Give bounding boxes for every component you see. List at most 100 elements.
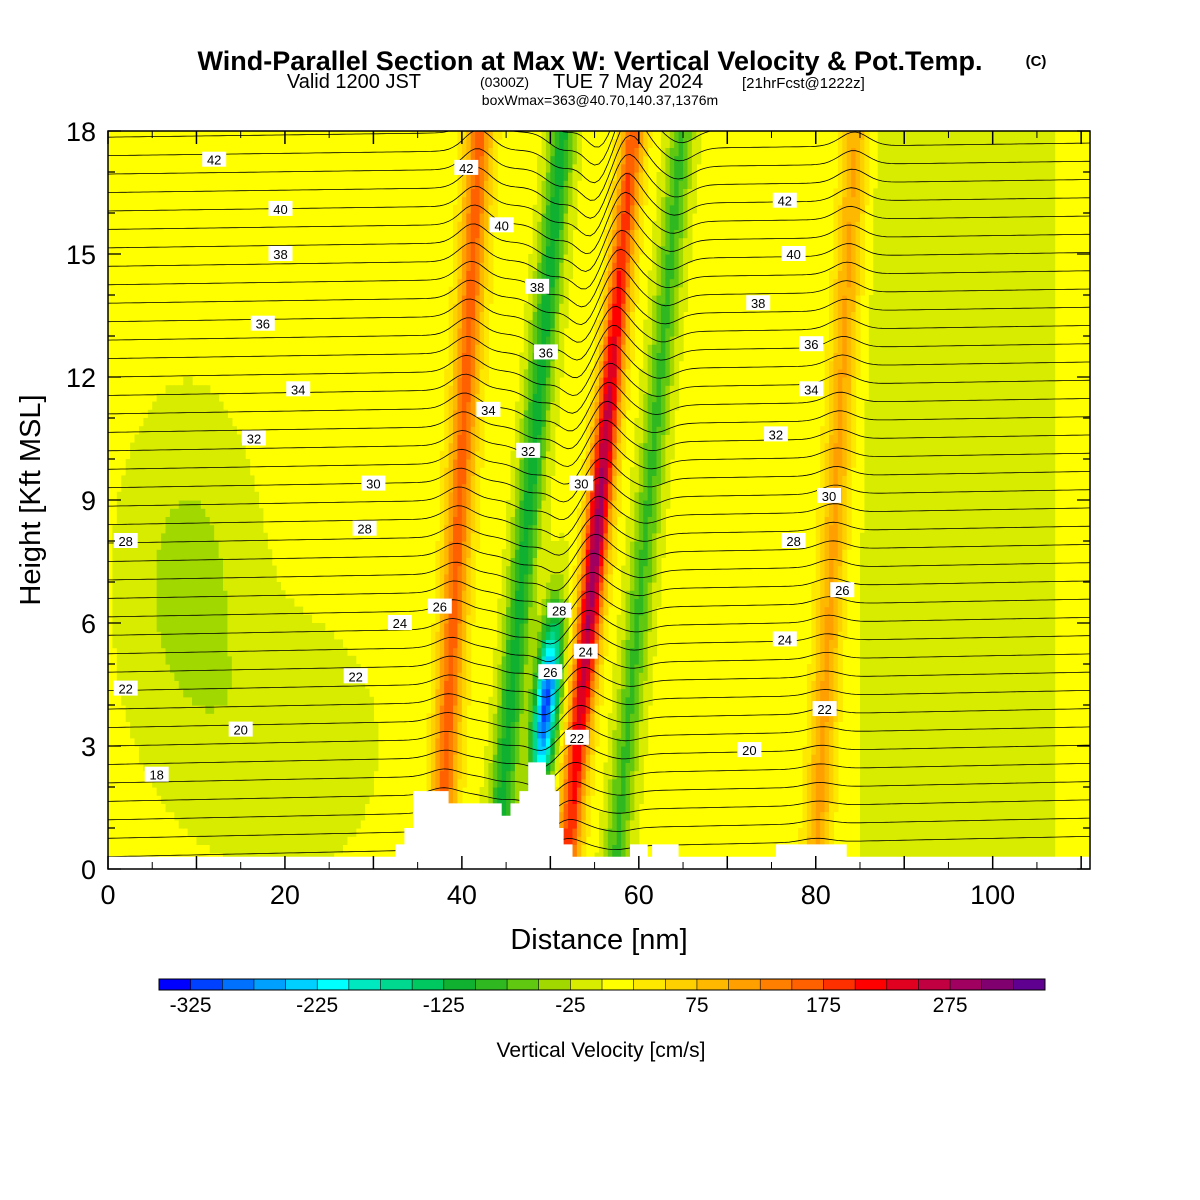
field-cell	[329, 819, 335, 829]
field-cell	[196, 737, 202, 747]
field-cell	[121, 508, 127, 517]
field-cell	[461, 237, 467, 247]
field-cell	[218, 713, 224, 722]
field-cell	[174, 696, 180, 706]
field-cell	[187, 524, 193, 534]
field-cell	[568, 147, 574, 157]
field-cell	[510, 631, 516, 640]
field-cell	[607, 344, 613, 353]
field-cell	[550, 573, 556, 583]
field-cell	[475, 172, 481, 181]
field-cell	[205, 713, 211, 722]
field-cell	[523, 377, 529, 386]
field-cell	[590, 680, 596, 690]
field-cell	[205, 385, 211, 394]
field-cell	[585, 557, 591, 567]
field-cell	[585, 565, 591, 575]
field-cell	[130, 467, 136, 476]
field-cell	[200, 557, 206, 567]
field-cell	[590, 368, 596, 378]
field-cell	[541, 631, 547, 640]
field-cell	[559, 639, 565, 649]
field-cell	[364, 778, 370, 788]
field-cell	[581, 811, 587, 821]
field-cell	[532, 254, 538, 263]
field-cell	[430, 737, 436, 747]
field-cell	[223, 590, 229, 599]
field-cell	[506, 623, 512, 632]
field-cell	[311, 680, 317, 690]
field-cell	[568, 655, 574, 665]
field-cell	[568, 664, 574, 673]
field-cell	[599, 582, 605, 591]
field-cell	[444, 778, 450, 788]
field-cell	[302, 721, 308, 731]
field-cell	[320, 795, 326, 804]
field-cell	[594, 491, 600, 501]
field-cell	[351, 819, 357, 829]
field-cell	[346, 778, 352, 788]
field-cell	[289, 819, 295, 829]
field-cell	[479, 360, 485, 370]
field-cell	[528, 352, 534, 362]
field-cell	[169, 631, 175, 640]
field-cell	[333, 803, 339, 813]
field-cell	[329, 713, 335, 722]
field-cell	[161, 664, 167, 673]
field-cell	[196, 385, 202, 394]
field-cell	[479, 352, 485, 362]
field-cell	[293, 647, 299, 657]
field-cell	[475, 254, 481, 263]
field-cell	[461, 336, 467, 345]
field-cell	[532, 385, 538, 394]
field-cell	[541, 172, 547, 181]
field-cell	[444, 721, 450, 731]
field-cell	[187, 754, 193, 763]
field-cell	[174, 557, 180, 567]
field-cell	[262, 672, 268, 681]
field-cell	[240, 442, 246, 452]
field-cell	[461, 303, 467, 312]
field-cell	[165, 664, 171, 673]
field-cell	[541, 188, 547, 198]
field-cell	[187, 762, 193, 772]
field-cell	[448, 360, 454, 370]
field-cell	[338, 844, 344, 854]
field-cell	[156, 565, 162, 575]
field-cell	[453, 475, 459, 485]
field-cell	[492, 172, 498, 181]
field-cell	[444, 696, 450, 706]
field-cell	[559, 655, 565, 665]
field-cell	[253, 516, 259, 526]
field-cell	[218, 828, 224, 837]
field-cell	[514, 426, 520, 435]
field-cell	[603, 418, 609, 427]
field-cell	[169, 426, 175, 435]
field-cell	[559, 327, 565, 337]
field-cell	[165, 590, 171, 599]
field-cell	[470, 344, 476, 353]
field-cell	[307, 639, 313, 649]
field-cell	[152, 549, 158, 558]
field-cell	[514, 467, 520, 476]
field-cell	[138, 450, 144, 460]
field-cell	[568, 680, 574, 690]
field-cell	[550, 139, 556, 148]
field-cell	[320, 696, 326, 706]
field-cell	[200, 516, 206, 526]
field-cell	[475, 295, 481, 304]
field-cell	[612, 245, 618, 255]
field-cell	[262, 606, 268, 616]
field-cell	[554, 614, 560, 624]
field-cell	[581, 705, 587, 714]
field-cell	[346, 746, 352, 755]
field-cell	[585, 573, 591, 583]
field-cell	[461, 565, 467, 575]
field-cell	[470, 245, 476, 255]
field-cell	[612, 459, 618, 468]
field-cell	[444, 541, 450, 550]
field-cell	[121, 582, 127, 591]
field-cell	[333, 672, 339, 681]
field-cell	[563, 188, 569, 198]
field-cell	[192, 762, 198, 772]
